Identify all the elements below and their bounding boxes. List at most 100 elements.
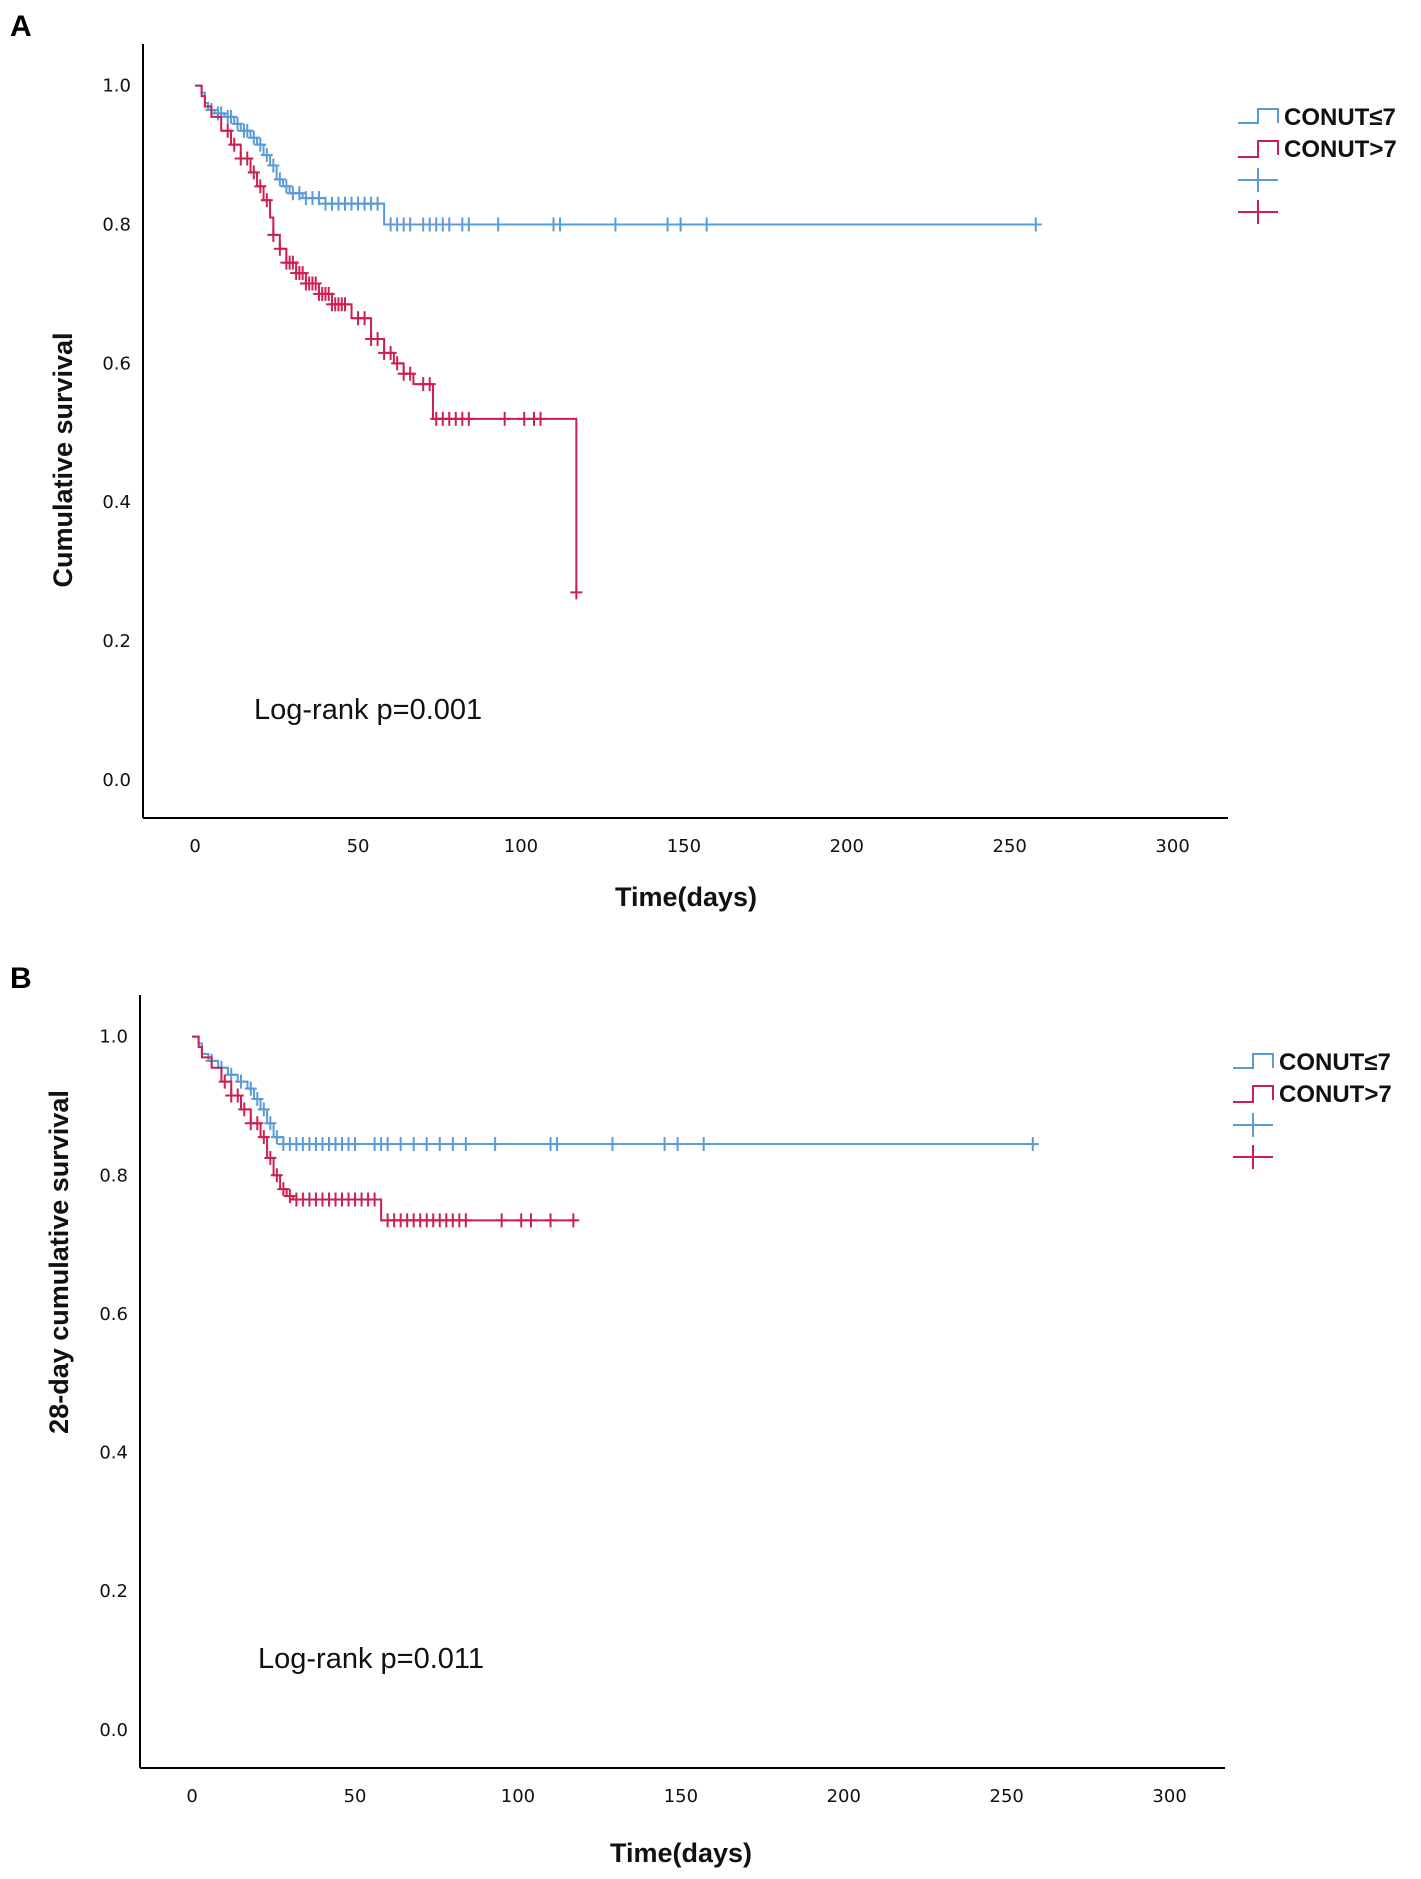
panel-a-censor-mark bbox=[609, 217, 622, 232]
legend-line-swatch bbox=[1238, 140, 1279, 158]
panel-a-x-tick-label: 200 bbox=[830, 836, 864, 857]
panel-b-censor-mark bbox=[544, 1213, 557, 1228]
panel-b-censor-mark bbox=[231, 1088, 244, 1103]
panel-b-x-tick-label: 50 bbox=[344, 1786, 367, 1807]
panel-a-censor-mark bbox=[267, 158, 280, 173]
panel-a-x-tick-label: 0 bbox=[189, 836, 200, 857]
panel-b: B 0.00.20.40.60.81.0 0 50 100 150 200 250 300 … bbox=[10, 962, 1392, 1868]
panel-b-censor-mark bbox=[489, 1137, 502, 1152]
panel-a-censor-mark bbox=[462, 411, 475, 426]
legend-line-swatch bbox=[1233, 1085, 1274, 1103]
legend-label: CONUT>7 bbox=[1279, 1081, 1392, 1108]
panel-b-y-axis-label: 28-day cumulative survival bbox=[44, 1090, 74, 1434]
panel-b-censor-mark bbox=[251, 1091, 264, 1106]
panel-b-y-tick-label: 1.0 bbox=[99, 1027, 128, 1048]
panel-a-y-tick-label: 0.8 bbox=[102, 214, 131, 235]
panel-b-censor-mark bbox=[264, 1116, 277, 1131]
panel-a-censor-mark bbox=[247, 130, 260, 145]
panel-a-x-ticks: 0 50 100 150 200 250 300 bbox=[189, 836, 1189, 857]
panel-b-logrank-annotation: Log-rank p=0.011 bbox=[258, 1643, 484, 1675]
panel-a-censor-mark bbox=[358, 311, 371, 326]
panel-a-legend-entry-conut-gt-7: CONUT>7 bbox=[1238, 136, 1397, 163]
panel-a-censor-mark bbox=[224, 109, 237, 124]
panel-a-legend-censor-glyph bbox=[1238, 200, 1278, 224]
panel-b-censor-mark bbox=[606, 1137, 619, 1152]
panel-b-censor-mark bbox=[671, 1137, 684, 1152]
panel-b-censor-mark bbox=[270, 1130, 283, 1145]
panel-a-x-tick-label: 300 bbox=[1155, 836, 1189, 857]
panel-a-censor-mark bbox=[296, 266, 309, 281]
panel-a-censor-mark bbox=[498, 411, 511, 426]
panel-a-censor-mark bbox=[267, 227, 280, 242]
panel-b-censor-mark bbox=[567, 1213, 580, 1228]
panel-b-series bbox=[192, 1035, 1039, 1228]
panel-b-x-tick-label: 0 bbox=[186, 1786, 197, 1807]
panel-b-y-tick-label: 0.8 bbox=[99, 1165, 128, 1186]
panel-a-y-tick-label: 0.4 bbox=[102, 492, 131, 513]
panel-a-legend: CONUT≤7 CONUT>7 bbox=[1238, 104, 1397, 224]
panel-b-legend-censor-glyph bbox=[1233, 1113, 1273, 1137]
panel-b-censor-mark bbox=[257, 1130, 270, 1145]
panel-b-censor-mark bbox=[433, 1137, 446, 1152]
panel-a-series bbox=[195, 84, 1042, 600]
panel-b-censor-mark bbox=[551, 1137, 564, 1152]
panel-a-x-tick-label: 250 bbox=[993, 836, 1027, 857]
panel-b-censor-mark bbox=[459, 1213, 472, 1228]
panel-a-censor-mark bbox=[462, 217, 475, 232]
legend-line-swatch bbox=[1233, 1053, 1274, 1069]
panel-b-censor-mark bbox=[283, 1189, 296, 1204]
panel-b-censor-mark bbox=[394, 1137, 407, 1152]
panel-b-x-ticks: 0 50 100 150 200 250 300 bbox=[186, 1786, 1186, 1807]
panel-a-censor-mark bbox=[404, 217, 417, 232]
panel-a-censor-mark bbox=[228, 137, 241, 152]
panel-b-censor-mark bbox=[459, 1137, 472, 1152]
panel-a-censor-mark bbox=[371, 332, 384, 347]
panel-b-x-tick-label: 200 bbox=[827, 1786, 861, 1807]
panel-a-censor-mark bbox=[492, 217, 505, 232]
legend-label: CONUT≤7 bbox=[1279, 1049, 1391, 1076]
panel-b-censor-mark bbox=[446, 1137, 459, 1152]
panel-b-letter: B bbox=[10, 962, 32, 995]
panel-a-censor-mark bbox=[241, 151, 254, 166]
panel-b-y-tick-label: 0.2 bbox=[99, 1581, 128, 1602]
panel-a-y-tick-label: 0.2 bbox=[102, 631, 131, 652]
panel-b-km-curve-conut-le-7 bbox=[192, 1035, 1033, 1146]
panel-a-censor-mark bbox=[280, 179, 293, 194]
panel-a-km-curve-conut-gt-7 bbox=[195, 84, 578, 593]
panel-a-censor-mark bbox=[384, 345, 397, 360]
panel-a-censor-mark bbox=[241, 123, 254, 138]
panel-b-legend-entry-conut-gt-7: CONUT>7 bbox=[1233, 1081, 1392, 1108]
panel-a-y-ticks: 0.0 0.2 0.4 0.6 0.8 1.0 bbox=[102, 76, 131, 791]
panel-a-censor-mark bbox=[570, 585, 583, 600]
panel-b-censor-mark bbox=[381, 1137, 394, 1152]
panel-a-censor-mark bbox=[443, 217, 456, 232]
panel-a-censor-mark bbox=[554, 217, 567, 232]
panel-a-censor-mark bbox=[254, 179, 267, 194]
panel-a-letter: A bbox=[10, 10, 32, 43]
panel-b-y-tick-label: 0.6 bbox=[99, 1304, 128, 1325]
panel-b-x-tick-label: 250 bbox=[990, 1786, 1024, 1807]
panel-a-censor-mark bbox=[231, 116, 244, 131]
panel-a-censor-mark bbox=[371, 196, 384, 211]
panel-a-censor-mark bbox=[260, 193, 273, 208]
panel-b-censor-mark bbox=[368, 1192, 381, 1207]
panel-a-censor-mark bbox=[404, 366, 417, 381]
panel-a-censor-mark bbox=[339, 297, 352, 312]
panel-b-censor-mark bbox=[658, 1137, 671, 1152]
panel-b-y-tick-label: 0.4 bbox=[99, 1443, 128, 1464]
panel-b-censor-mark bbox=[235, 1074, 248, 1089]
panel-b-censor-mark bbox=[225, 1067, 238, 1082]
panel-a-x-tick-label: 50 bbox=[347, 836, 370, 857]
panel-a-y-tick-label: 0.6 bbox=[102, 353, 131, 374]
panel-a-y-axis-label: Cumulative survival bbox=[48, 332, 78, 587]
panel-b-censor-mark bbox=[697, 1137, 710, 1152]
panel-a-censor-mark bbox=[1029, 217, 1042, 232]
panel-b-censor-mark bbox=[495, 1213, 508, 1228]
panel-b-censor-mark bbox=[264, 1150, 277, 1165]
panel-a-censor-mark bbox=[322, 286, 335, 301]
panel-b-censor-mark bbox=[257, 1102, 270, 1117]
panel-b-censor-mark bbox=[270, 1168, 283, 1183]
panel-b-x-tick-label: 150 bbox=[664, 1786, 698, 1807]
panel-b-y-ticks: 0.0 0.2 0.4 0.6 0.8 1.0 bbox=[99, 1027, 128, 1741]
panel-a-censor-mark bbox=[661, 217, 674, 232]
